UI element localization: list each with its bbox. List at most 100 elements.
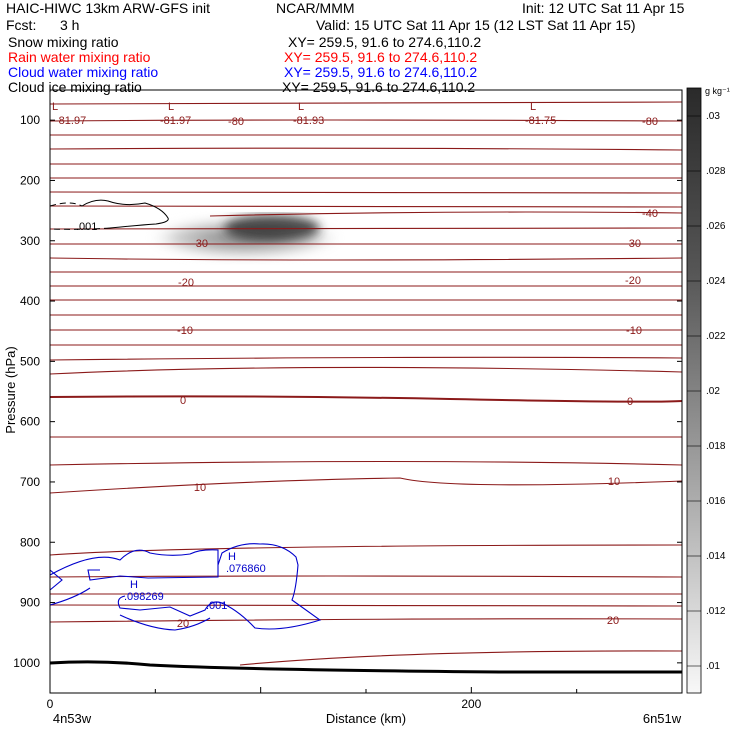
- contour-line: [209, 211, 683, 217]
- cloud-water-line: [117, 543, 322, 630]
- fcst-value: 3 h: [60, 17, 80, 33]
- contour-line: [49, 477, 683, 494]
- temperature-contours: [49, 101, 683, 666]
- x-axis-label: Distance (km): [326, 711, 406, 726]
- low-marker: L: [298, 101, 304, 113]
- field-label-cloudwater: Cloud water mixing ratio: [8, 64, 159, 80]
- colorbar-tick-label: .014: [706, 551, 726, 562]
- temp-label: -80: [228, 116, 244, 128]
- colorbar-tick-label: .022: [706, 331, 726, 342]
- cloud-ice-solid: [81, 199, 169, 229]
- cloud-ice-dashed: [49, 202, 83, 207]
- colorbar-tick-label: .018: [706, 441, 726, 452]
- y-tick-label: 200: [20, 173, 40, 187]
- init-time: Init: 12 UTC Sat 11 Apr 15: [522, 0, 685, 16]
- contour-line: [49, 257, 683, 261]
- cloud-water-high: H: [228, 551, 236, 563]
- field-xy-snow: XY= 259.5, 91.6 to 274.6,110.2: [288, 34, 482, 50]
- temp-label: -30: [192, 238, 208, 250]
- y-tick-label: 500: [20, 354, 40, 368]
- snow-shading: [145, 215, 345, 260]
- colorbar: .03 .028 .026 .024 .022 .02 .018 .016 .014 .012 .0…: [686, 86, 730, 694]
- low-marker: L: [52, 101, 58, 113]
- colorbar-tick-label: .026: [706, 221, 726, 232]
- temp-label: -10: [177, 325, 193, 337]
- title-left: HAIC-HIWC 13km ARW-GFS init: [6, 0, 211, 16]
- temp-label: -20: [178, 277, 194, 289]
- contour-line: [49, 395, 683, 403]
- y-tick-label: 100: [20, 113, 40, 127]
- cloud-ice-dashed: [49, 227, 111, 230]
- x-end-label-right: 6n51w: [643, 711, 682, 726]
- colorbar-tick-label: .028: [706, 166, 726, 177]
- cloud-water-contour: [49, 543, 322, 631]
- low-value: -81.93: [293, 115, 324, 127]
- low-marker: L: [530, 101, 536, 113]
- low-marker: L: [168, 101, 174, 113]
- y-tick-label: 800: [20, 535, 40, 549]
- contour-line: [49, 191, 683, 194]
- temp-label: 20: [607, 615, 619, 627]
- x-axis: 0 200: [47, 687, 683, 711]
- contour-line: [49, 604, 683, 607]
- contour-line: [49, 618, 683, 623]
- temp-label: 10: [608, 476, 620, 488]
- colorbar-tick-label: .012: [706, 606, 726, 617]
- colorbar-tick-label: .03: [706, 111, 720, 122]
- contour-line: [49, 356, 683, 361]
- surface-line: [49, 660, 682, 674]
- contour-line: [49, 119, 683, 122]
- cloud-ice-label: .001: [76, 221, 97, 233]
- cloud-water-line: [49, 549, 219, 581]
- temp-label: 0: [180, 395, 186, 407]
- x-tick-label: 0: [47, 697, 54, 711]
- field-xy-rain: XY= 259.5, 91.6 to 274.6,110.2: [284, 49, 478, 65]
- cloud-water-line: [49, 569, 63, 591]
- fcst-label: Fcst:: [6, 17, 37, 33]
- colorbar-tick-label: .016: [706, 496, 726, 507]
- temp-label: -10: [626, 325, 642, 337]
- colorbar-tick-label: .024: [706, 276, 726, 287]
- contour-line: [49, 101, 683, 105]
- colorbar-tick-label: .01: [706, 661, 720, 672]
- y-tick-label: 900: [20, 596, 40, 610]
- field-xy-cloudwater: XY= 259.5, 91.6 to 274.6,110.2: [284, 64, 478, 80]
- y-tick-label: 600: [20, 415, 40, 429]
- colorbar-unit: g kg⁻¹: [705, 86, 730, 96]
- cloud-water-high: H: [130, 579, 138, 591]
- temp-label: -40: [642, 208, 658, 220]
- temp-label: 0: [627, 396, 633, 408]
- contour-line: [49, 366, 683, 375]
- temp-label: -80: [642, 116, 658, 128]
- low-value: -81.97: [55, 115, 86, 127]
- colorbar-tick-label: .02: [706, 386, 720, 397]
- x-end-label-left: 4n53w: [53, 711, 92, 726]
- temp-label: -20: [625, 275, 641, 287]
- x-tick-label: 200: [461, 697, 481, 711]
- contour-line: [49, 205, 683, 208]
- field-label-snow: Snow mixing ratio: [8, 34, 119, 50]
- contour-line: [49, 575, 683, 578]
- contour-line: [49, 544, 683, 556]
- contour-line: [49, 227, 683, 230]
- temp-label: 10: [194, 482, 206, 494]
- y-axis-label: Pressure (hPa): [3, 346, 18, 433]
- cloud-water-value: .098269: [124, 591, 164, 603]
- cloud-water-line: [49, 587, 91, 606]
- low-value: -81.75: [525, 115, 556, 127]
- y-tick-label: 1000: [13, 656, 40, 670]
- y-tick-label: 400: [20, 294, 40, 308]
- temp-label: -30: [625, 238, 641, 250]
- cloud-water-value: .076860: [226, 563, 266, 575]
- cloud-water-line: [119, 614, 211, 631]
- low-value: -81.97: [160, 115, 191, 127]
- temp-label: 20: [177, 618, 189, 630]
- cloud-water-value: .001: [206, 600, 227, 612]
- y-tick-label: 700: [20, 475, 40, 489]
- cloud-ice-contour: [49, 199, 169, 230]
- field-label-rain: Rain water mixing ratio: [8, 49, 151, 65]
- contour-line: [49, 460, 683, 466]
- title-center: NCAR/MMM: [276, 0, 355, 16]
